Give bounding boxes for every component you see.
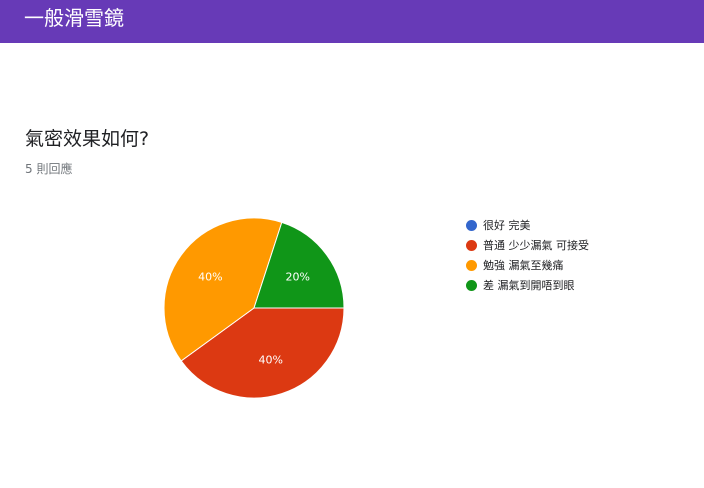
response-count: 5 則回應	[25, 162, 73, 176]
legend-item-3[interactable]: 差 漏氣到開唔到眼	[466, 275, 589, 295]
legend-label: 差 漏氣到開唔到眼	[483, 279, 575, 292]
app-header-bar: 一般滑雪鏡	[0, 0, 704, 43]
pie-slice-1[interactable]	[180, 307, 345, 399]
legend-label: 勉強 漏氣至幾痛	[483, 259, 564, 272]
chart-legend: 很好 完美普通 少少漏氣 可接受 勉強 漏氣至幾痛差 漏氣到開唔到眼	[466, 215, 589, 295]
legend-item-2[interactable]: 勉強 漏氣至幾痛	[466, 255, 589, 275]
question-title: 氣密效果如何?	[25, 128, 150, 150]
pie-slice-label-2: 40%	[198, 270, 222, 283]
form-title: 一般滑雪鏡	[24, 6, 124, 30]
legend-swatch-icon	[466, 219, 477, 231]
legend-swatch-icon	[466, 239, 477, 251]
legend-item-0[interactable]: 很好 完美	[466, 215, 589, 235]
legend-swatch-icon	[466, 259, 477, 271]
pie-slice-label-3: 20%	[285, 270, 309, 283]
legend-label: 很好 完美	[483, 219, 531, 232]
pie-slice-3[interactable]	[253, 221, 345, 309]
pie-slice-label-1: 40%	[258, 353, 282, 366]
legend-label: 普通 少少漏氣 可接受	[483, 239, 589, 252]
legend-swatch-icon	[466, 279, 477, 291]
legend-item-1[interactable]: 普通 少少漏氣 可接受	[466, 235, 589, 255]
pie-slice-2[interactable]	[163, 217, 283, 362]
